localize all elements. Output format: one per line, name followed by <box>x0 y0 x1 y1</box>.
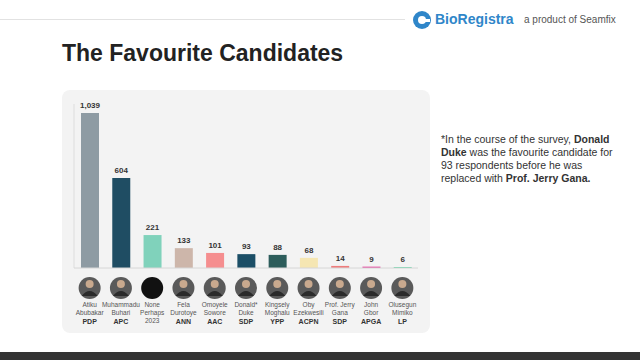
svg-text:604: 604 <box>115 166 129 175</box>
svg-text:PDP: PDP <box>82 318 97 325</box>
svg-text:APGA: APGA <box>361 318 381 325</box>
svg-text:Mimiko: Mimiko <box>392 309 413 316</box>
svg-text:Durotoye: Durotoye <box>170 309 197 317</box>
svg-text:Ezekwesili: Ezekwesili <box>293 309 323 316</box>
svg-text:Kingsely: Kingsely <box>265 301 290 309</box>
svg-text:2023: 2023 <box>145 317 160 324</box>
html-text:a product of Seamfix: a product of Seamfix <box>524 14 616 25</box>
svg-text:6: 6 <box>401 255 406 264</box>
svg-text:133: 133 <box>177 236 191 245</box>
svg-text:221: 221 <box>146 223 160 232</box>
html-text:The Favourite Candidates: The Favourite Candidates <box>62 40 344 66</box>
svg-text:14: 14 <box>336 254 345 263</box>
svg-text:Sowore: Sowore <box>204 309 226 316</box>
html-text:*In the course of the survey,: *In the course of the survey, Donald Duk… <box>441 133 613 184</box>
svg-text:Perhaps: Perhaps <box>140 309 165 317</box>
svg-text:Moghalu: Moghalu <box>265 309 290 317</box>
svg-text:9: 9 <box>369 255 374 264</box>
svg-text:93: 93 <box>242 242 251 251</box>
svg-text:Gana: Gana <box>332 309 348 316</box>
svg-text:LP: LP <box>398 318 407 325</box>
svg-text:1,039: 1,039 <box>80 101 101 110</box>
svg-text:Omoyele: Omoyele <box>202 301 228 309</box>
svg-text:None: None <box>144 301 160 308</box>
svg-text:Abubakar: Abubakar <box>76 309 105 316</box>
svg-text:Buhari: Buhari <box>112 309 131 316</box>
html-text:BioRegistra: BioRegistra <box>435 11 514 27</box>
svg-text:Donald*: Donald* <box>234 301 258 308</box>
svg-text:YPP: YPP <box>270 318 284 325</box>
svg-text:Prof. Jerry: Prof. Jerry <box>325 301 356 309</box>
svg-text:68: 68 <box>304 246 313 255</box>
svg-text:88: 88 <box>273 243 282 252</box>
svg-text:Fela: Fela <box>177 301 190 308</box>
svg-text:SDP: SDP <box>333 318 348 325</box>
svg-text:Duke: Duke <box>238 309 254 316</box>
svg-text:Olusegun: Olusegun <box>388 301 416 309</box>
svg-text:ACPN: ACPN <box>299 318 319 325</box>
svg-text:APC: APC <box>114 318 129 325</box>
svg-text:SDP: SDP <box>239 318 254 325</box>
svg-text:ANN: ANN <box>176 318 191 325</box>
svg-text:101: 101 <box>208 241 222 250</box>
svg-text:Gbor: Gbor <box>364 309 379 316</box>
svg-text:Muhammadu: Muhammadu <box>102 301 140 308</box>
svg-text:AAC: AAC <box>207 318 222 325</box>
svg-text:John: John <box>364 301 378 308</box>
svg-text:Oby: Oby <box>303 301 316 309</box>
svg-text:Atiku: Atiku <box>82 301 97 308</box>
